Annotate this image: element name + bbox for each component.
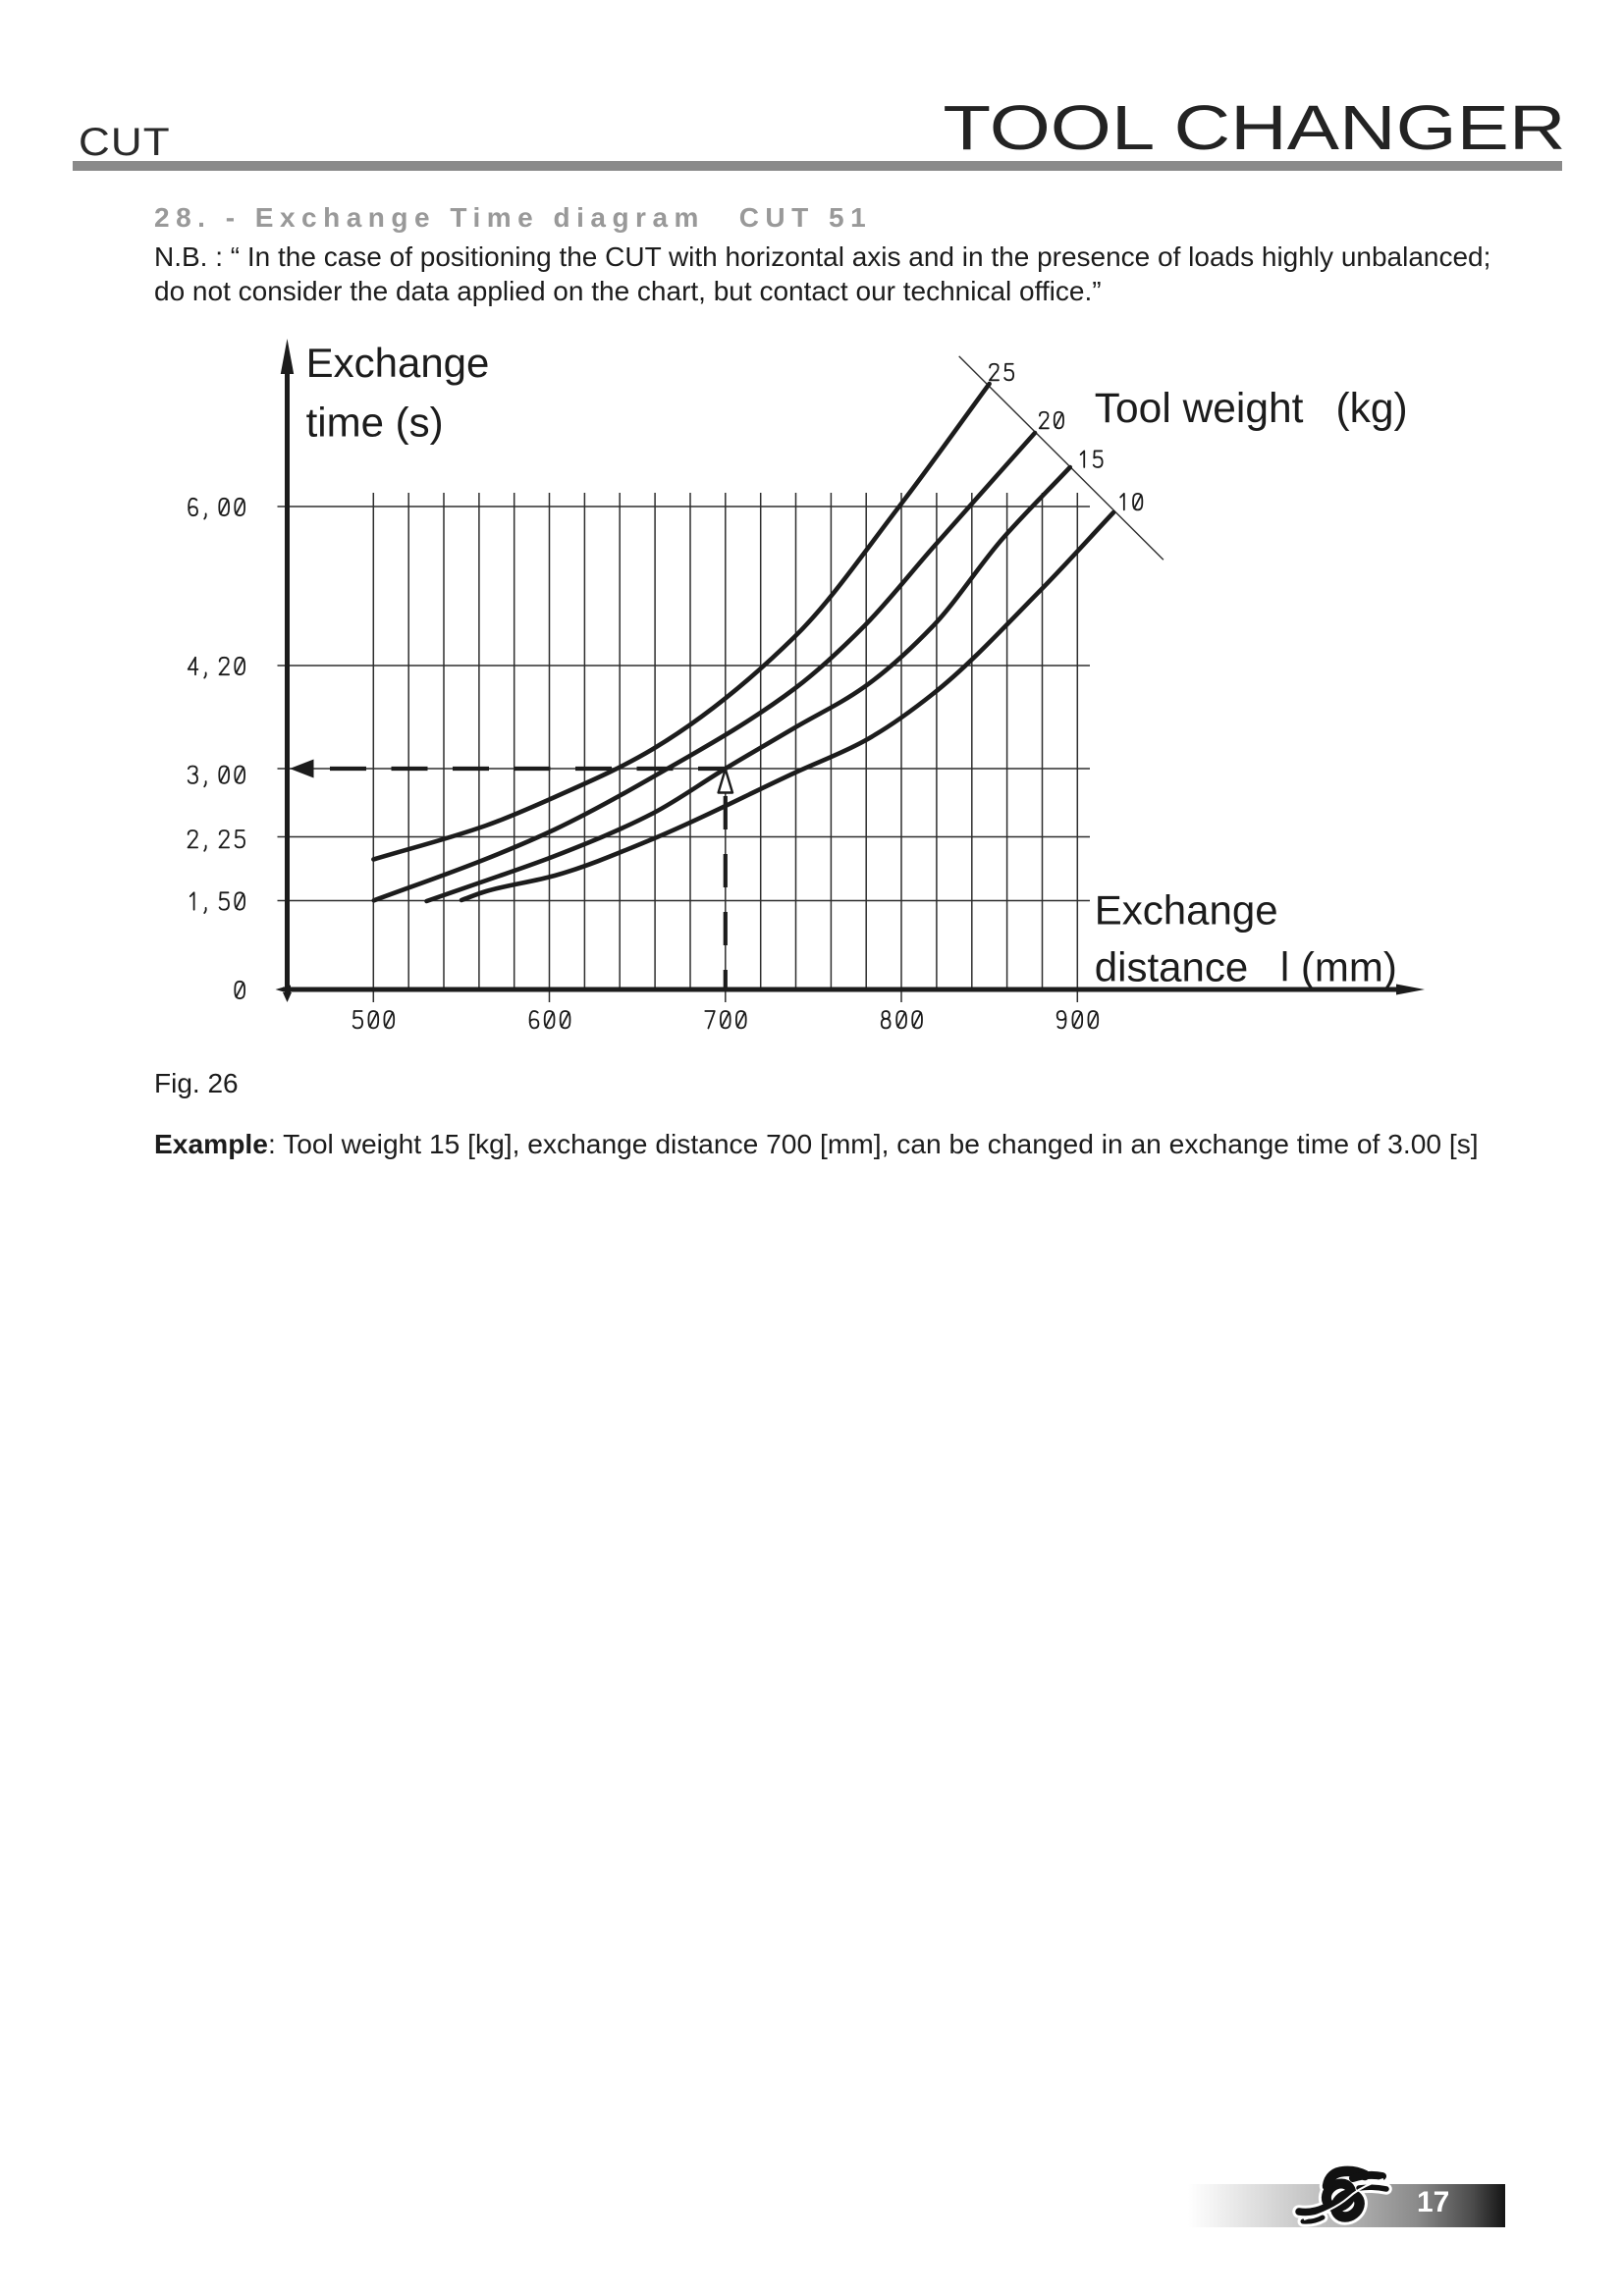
svg-text:time (s): time (s) <box>306 400 444 446</box>
svg-text:Exchange: Exchange <box>306 340 490 386</box>
svg-text:distance l (mm): distance l (mm) <box>1095 944 1397 990</box>
svg-text:Exchange: Exchange <box>1095 887 1278 934</box>
svg-text:Tool weight (kg): Tool weight (kg) <box>1095 386 1408 432</box>
